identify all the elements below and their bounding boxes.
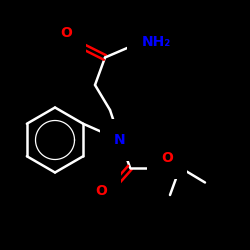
Text: O: O [96,184,108,198]
Text: NH₂: NH₂ [141,36,171,50]
Text: O: O [161,151,173,165]
Text: N: N [114,133,126,147]
Text: O: O [60,26,72,40]
